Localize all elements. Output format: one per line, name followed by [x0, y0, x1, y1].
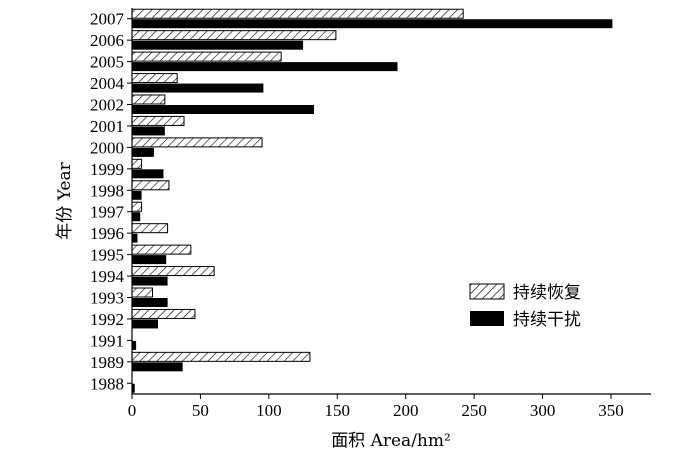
y-tick-label-1999: 1999 [90, 160, 124, 179]
y-tick-label-1994: 1994 [90, 267, 125, 286]
bar-recovery-1995 [131, 244, 192, 255]
legend-swatch-solid [470, 311, 504, 326]
bar-disturbance-1999 [132, 169, 164, 179]
bar-disturbance-1988 [132, 383, 135, 393]
bar-recovery-1999 [131, 158, 143, 169]
bar-recovery-2005 [131, 51, 282, 62]
bar-disturbance-2004 [132, 83, 264, 93]
bar-recovery-1993 [131, 287, 154, 298]
y-tick-label-1997: 1997 [90, 203, 125, 222]
y-tick-label-2005: 2005 [90, 53, 124, 72]
y-tick-label-1991: 1991 [90, 331, 124, 350]
x-tick-label-0: 0 [128, 401, 137, 420]
y-tick-label-2004: 2004 [90, 74, 125, 93]
x-tick-label-350: 350 [598, 401, 624, 420]
bar-disturbance-1998 [132, 190, 142, 200]
y-tick-label-1989: 1989 [90, 353, 124, 372]
x-axis-title: 面积 Area/hm² [331, 431, 451, 451]
y-axis-title: 年份 Year [55, 161, 75, 239]
y-tick-label-1993: 1993 [90, 289, 124, 308]
x-tick-label-250: 250 [461, 401, 487, 420]
legend: 持续恢复 持续干扰 [469, 283, 581, 330]
bar-disturbance-1993 [132, 298, 168, 307]
bar-recovery-1996 [131, 223, 169, 234]
bar-disturbance-1996 [132, 233, 138, 243]
y-tick-label-1996: 1996 [90, 224, 124, 243]
bar-recovery-2006 [131, 30, 337, 41]
bar-disturbance-2002 [132, 105, 315, 114]
bar-recovery-1998 [131, 180, 170, 191]
bar-recovery-1989 [131, 351, 311, 362]
bar-disturbance-2000 [132, 147, 154, 157]
bar-recovery-2004 [131, 73, 178, 84]
bar-disturbance-2001 [132, 126, 165, 136]
bar-disturbance-2007 [132, 19, 613, 29]
bar-recovery-1997 [131, 201, 143, 212]
x-tick-label-200: 200 [393, 401, 419, 420]
x-tick-label-50: 50 [192, 401, 209, 420]
y-tick-label-2006: 2006 [90, 31, 124, 50]
y-tick-label-1995: 1995 [90, 246, 124, 265]
bar-disturbance-1997 [132, 212, 141, 222]
bar-recovery-2007 [131, 8, 464, 19]
x-tick-label-150: 150 [325, 401, 351, 420]
bar-disturbance-1992 [132, 319, 159, 329]
bars-group [131, 8, 613, 393]
y-tick-label-2002: 2002 [90, 96, 124, 115]
bar-recovery-2001 [131, 115, 185, 126]
bar-disturbance-2005 [132, 62, 398, 72]
y-tick-label-2000: 2000 [90, 138, 124, 157]
legend-swatch-hatched [469, 283, 505, 300]
y-tick-label-2001: 2001 [90, 117, 124, 136]
bar-recovery-2002 [131, 94, 166, 105]
bar-disturbance-1989 [132, 362, 183, 372]
y-axis-tick-labels: 2007 2006 2005 2004 2002 2001 2000 1999 1998 1997… [90, 10, 132, 393]
y-tick-label-1988: 1988 [90, 374, 124, 393]
legend-label-disturbance: 持续干扰 [513, 310, 581, 330]
y-tick-label-1998: 1998 [90, 181, 124, 200]
y-tick-label-2007: 2007 [90, 10, 125, 29]
bar-disturbance-1991 [132, 340, 137, 350]
x-tick-label-300: 300 [530, 401, 556, 420]
x-axis-ticks: 0 50 100 150 200 250 300 350 [128, 394, 624, 420]
legend-label-recovery: 持续恢复 [513, 283, 581, 303]
bar-disturbance-1994 [132, 276, 168, 286]
bar-recovery-1994 [131, 266, 215, 277]
bar-disturbance-1995 [132, 255, 167, 265]
y-tick-label-1992: 1992 [90, 310, 124, 329]
bar-recovery-1992 [131, 308, 196, 319]
bar-recovery-2000 [131, 137, 263, 148]
x-tick-label-100: 100 [256, 401, 282, 420]
bar-disturbance-2006 [132, 40, 304, 50]
